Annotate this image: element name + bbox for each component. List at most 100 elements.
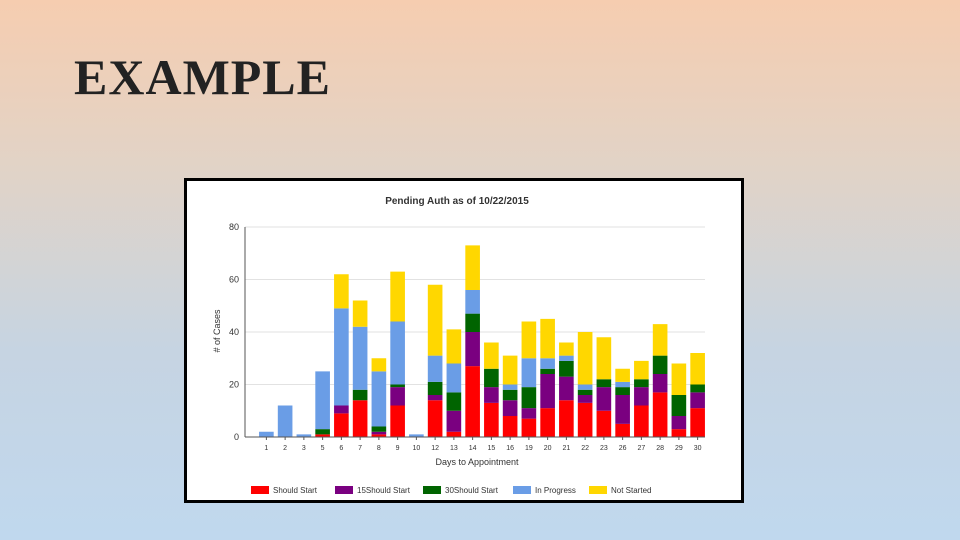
bar-segment-30should-start [577, 389, 593, 395]
x-tick-label: 15 [487, 445, 495, 452]
x-tick-label: 16 [506, 445, 514, 452]
legend-label: Not Started [611, 486, 651, 495]
bar-segment-should-start [521, 418, 537, 437]
y-tick-label: 0 [234, 432, 239, 442]
legend-swatch [513, 486, 531, 494]
bar-segment-30should-start [634, 379, 649, 388]
y-tick-label: 40 [229, 327, 239, 337]
bar-segment-should-start [465, 366, 480, 437]
bar-segment-should-start [559, 400, 574, 437]
bar-segment-not-started [465, 245, 480, 290]
bar-segment-in-progress [390, 321, 405, 385]
chart-title: Pending Auth as of 10/22/2015 [385, 196, 529, 207]
bar-segment-should-start [671, 429, 687, 437]
x-tick-label: 2 [283, 445, 287, 452]
bar-segment-should-start [596, 410, 612, 437]
legend-label: In Progress [535, 486, 576, 495]
bar-segment-in-progress [371, 371, 387, 427]
bar-segment-not-started [484, 342, 499, 369]
x-tick-label: 19 [525, 445, 533, 452]
bar-segment-not-started [634, 360, 649, 380]
bar-segment-not-started [577, 332, 593, 385]
bar-segment-should-start [371, 434, 387, 437]
x-tick-label: 20 [544, 445, 552, 452]
bar-segment-should-start [540, 408, 555, 437]
bar-segment-30should-start [446, 392, 462, 411]
x-tick-label: 3 [302, 445, 306, 452]
x-tick-label: 9 [396, 445, 400, 452]
bar-segment-15should-start [615, 395, 630, 424]
bar-segment-in-progress [315, 371, 330, 430]
bar-segment-should-start [652, 392, 668, 437]
x-tick-label: 5 [321, 445, 325, 452]
bar-segment-should-start [690, 408, 705, 437]
bar-segment-not-started [596, 337, 612, 380]
bar-segment-15should-start [334, 405, 349, 414]
bar-segment-in-progress [615, 381, 630, 388]
bar-segment-not-started [559, 342, 574, 356]
bar-segment-not-started [334, 274, 349, 309]
legend-swatch [335, 486, 353, 494]
bar-segment-not-started [352, 300, 368, 327]
x-tick-label: 26 [619, 445, 627, 452]
y-tick-label: 20 [229, 380, 239, 390]
bar-segment-should-start [334, 413, 349, 437]
legend-swatch [423, 486, 441, 494]
bar-segment-30should-start [559, 360, 574, 377]
bar-segment-30should-start [352, 389, 368, 401]
bar-segment-15should-start [596, 387, 612, 411]
bar-segment-in-progress [334, 308, 349, 406]
legend-label: 15Should Start [357, 486, 411, 495]
legend: Should Start 15Should Start 30Should Start… [251, 486, 651, 495]
x-tick-label: 14 [469, 445, 477, 452]
bar-segment-should-start [427, 400, 443, 437]
x-tick-label: 6 [339, 445, 343, 452]
bar-segment-15should-start [427, 395, 443, 401]
bar-segment-30should-start [390, 384, 405, 388]
bar-segment-30should-start [502, 389, 518, 401]
x-tick-label: 23 [600, 445, 608, 452]
legend-label: Should Start [273, 486, 318, 495]
bar-segment-15should-start [634, 387, 649, 406]
bar-segment-30should-start [540, 368, 555, 374]
bar-segment-15should-start [502, 400, 518, 416]
bar-segment-should-start [446, 431, 462, 437]
x-tick-label: 30 [694, 445, 702, 452]
bar-segment-30should-start [671, 395, 687, 416]
x-tick-label: 27 [637, 445, 645, 452]
bar-segment-should-start [634, 405, 649, 437]
bar-segment-in-progress [559, 355, 574, 361]
bar-segment-not-started [502, 355, 518, 385]
bar-segment-should-start [352, 400, 368, 437]
bar-segment-15should-start [390, 387, 405, 406]
x-tick-label: 21 [562, 445, 570, 452]
bar-segment-in-progress [352, 326, 368, 390]
bar-segment-15should-start [540, 374, 555, 409]
bar-segment-in-progress [502, 384, 518, 390]
y-axis-label: # of Cases [212, 309, 222, 353]
x-tick-label: 7 [358, 445, 362, 452]
bar-segment-30should-start [615, 387, 630, 395]
bar-segment-30should-start [521, 387, 537, 409]
bar-segment-not-started [540, 318, 555, 359]
y-tick-label: 60 [229, 275, 239, 285]
bar-segment-not-started [390, 271, 405, 322]
x-tick-label: 12 [431, 445, 439, 452]
x-tick-label: 22 [581, 445, 589, 452]
bar-segment-30should-start [371, 426, 387, 432]
bar-segment-not-started [615, 368, 630, 382]
bar-segment-15should-start [465, 332, 480, 367]
bar-segment-not-started [371, 358, 387, 372]
bar-segment-15should-start [371, 431, 387, 435]
bar-segment-not-started [446, 329, 462, 364]
bar-segment-15should-start [446, 410, 462, 432]
bar-segment-not-started [671, 363, 687, 395]
bar-segment-in-progress [296, 434, 312, 437]
bar-segment-not-started [652, 324, 668, 356]
y-tick-label: 80 [229, 222, 239, 232]
bar-segment-in-progress [409, 434, 424, 437]
bar-segment-30should-start [315, 429, 330, 435]
bar-segment-in-progress [259, 431, 274, 437]
bar-segment-30should-start [596, 379, 612, 388]
bar-segment-30should-start [652, 355, 668, 374]
